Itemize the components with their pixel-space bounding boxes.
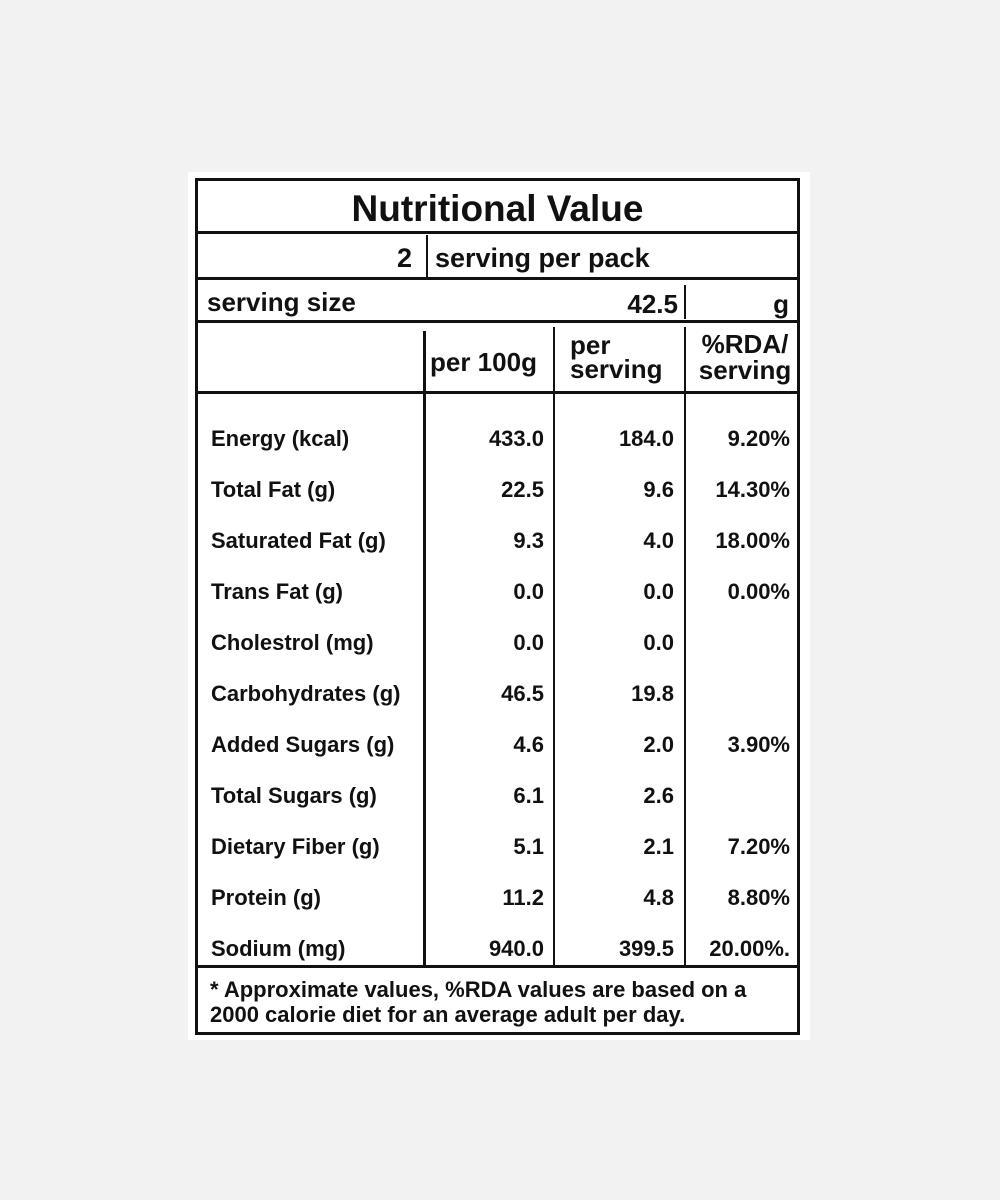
nutrient-rda: 3.90%: [727, 732, 790, 757]
nutrient-rda: 0.00%: [727, 579, 790, 604]
nutrient-name: Trans Fat (g): [211, 579, 344, 604]
nutrient-row: Total Sugars (g) 6.1 2.6: [198, 768, 797, 819]
nutrient-row: Cholestrol (mg) 0.0 0.0: [198, 615, 797, 666]
column-divider-2: [553, 327, 555, 965]
column-divider-3: [684, 327, 686, 965]
nutrient-rda: 7.20%: [727, 834, 790, 859]
nutrient-name: Dietary Fiber (g): [211, 834, 380, 859]
nutrient-per-serving: 19.8: [631, 681, 674, 706]
nutrient-per-serving: 4.0: [643, 528, 674, 553]
header-per-serving-line2: serving: [570, 354, 663, 384]
nutrient-per-serving: 2.0: [643, 732, 674, 757]
nutrient-per-serving: 399.5: [618, 936, 674, 961]
nutrient-name: Total Sugars (g): [211, 783, 377, 808]
header-rda: %RDA/ serving: [691, 331, 799, 383]
nutrient-per-100g: 433.0: [488, 426, 544, 451]
nutrient-name: Energy (kcal): [211, 426, 350, 451]
nutrient-per-100g: 4.6: [513, 732, 544, 757]
header-per-serving: per serving: [570, 330, 663, 384]
nutrient-name: Added Sugars (g): [211, 732, 395, 757]
nutrient-name: Sodium (mg): [211, 936, 346, 961]
nutrient-per-serving: 4.8: [643, 885, 674, 910]
divider-servings: [198, 277, 797, 280]
nutrition-label: Nutritional Value 2 serving per pack ser…: [195, 178, 800, 1035]
nutrient-rda: 18.00%: [715, 528, 790, 553]
nutrient-row: Added Sugars (g) 4.6 2.0 3.90%: [198, 717, 797, 768]
serving-size-divider: [684, 285, 686, 319]
nutrient-per-100g: 46.5: [501, 681, 544, 706]
nutrient-rda: 14.30%: [715, 477, 790, 502]
nutrient-per-100g: 9.3: [513, 528, 544, 553]
header-per-100g: per 100g: [430, 347, 537, 377]
serving-size-value: 42.5: [627, 289, 678, 319]
nutrient-rda: 9.20%: [727, 426, 790, 451]
divider-serving-size: [198, 320, 797, 323]
nutrient-per-serving: 2.1: [643, 834, 674, 859]
header-rda-line1: %RDA/: [701, 329, 789, 359]
divider-headers: [198, 391, 797, 394]
nutrient-row: Energy (kcal) 433.0 184.0 9.20%: [198, 411, 797, 462]
label-card: [188, 172, 810, 1040]
nutrient-row: Sodium (mg) 940.0 399.5 20.00%.: [198, 921, 797, 972]
nutrient-name: Total Fat (g): [211, 477, 336, 502]
serving-size-label: serving size: [207, 287, 356, 317]
nutrient-row: Trans Fat (g) 0.0 0.0 0.00%: [198, 564, 797, 615]
nutrient-name: Protein (g): [211, 885, 321, 910]
nutrient-name: Carbohydrates (g): [211, 681, 401, 706]
nutrient-rda: 8.80%: [727, 885, 790, 910]
nutrient-name: Saturated Fat (g): [211, 528, 386, 553]
column-divider-1: [423, 331, 426, 965]
footnote: * Approximate values, %RDA values are ba…: [210, 977, 747, 1027]
nutrient-per-100g: 22.5: [501, 477, 544, 502]
nutrient-per-serving: 0.0: [643, 630, 674, 655]
nutrient-per-serving: 2.6: [643, 783, 674, 808]
nutrient-per-100g: 11.2: [502, 885, 544, 910]
nutrient-per-100g: 5.1: [513, 834, 544, 859]
nutrient-per-100g: 940.0: [488, 936, 544, 961]
nutrient-per-serving: 0.0: [643, 579, 674, 604]
nutrient-rda: 20.00%.: [709, 936, 790, 961]
divider-footnote: [198, 965, 797, 968]
nutrient-per-serving: 184.0: [618, 426, 674, 451]
servings-count: 2: [396, 243, 412, 273]
nutrient-per-100g: 0.0: [513, 630, 544, 655]
serving-size-unit: g: [773, 289, 789, 319]
nutrient-row: Total Fat (g) 22.5 9.6 14.30%: [198, 462, 797, 513]
nutrient-name: Cholestrol (mg): [211, 630, 374, 655]
label-title: Nutritional Value: [351, 188, 644, 229]
nutrient-row: Saturated Fat (g) 9.3 4.0 18.00%: [198, 513, 797, 564]
nutrient-row: Carbohydrates (g) 46.5 19.8: [198, 666, 797, 717]
servings-divider: [426, 235, 428, 278]
nutrient-per-serving: 9.6: [643, 477, 674, 502]
divider-title: [198, 231, 797, 234]
nutrient-per-100g: 0.0: [513, 579, 544, 604]
servings-text: serving per pack: [435, 243, 650, 273]
header-rda-line2: serving: [698, 355, 792, 385]
header-per-serving-line1: per: [570, 330, 611, 360]
nutrient-per-100g: 6.1: [513, 783, 544, 808]
nutrient-row: Protein (g) 11.2 4.8 8.80%: [198, 870, 797, 921]
nutrient-row: Dietary Fiber (g) 5.1 2.1 7.20%: [198, 819, 797, 870]
